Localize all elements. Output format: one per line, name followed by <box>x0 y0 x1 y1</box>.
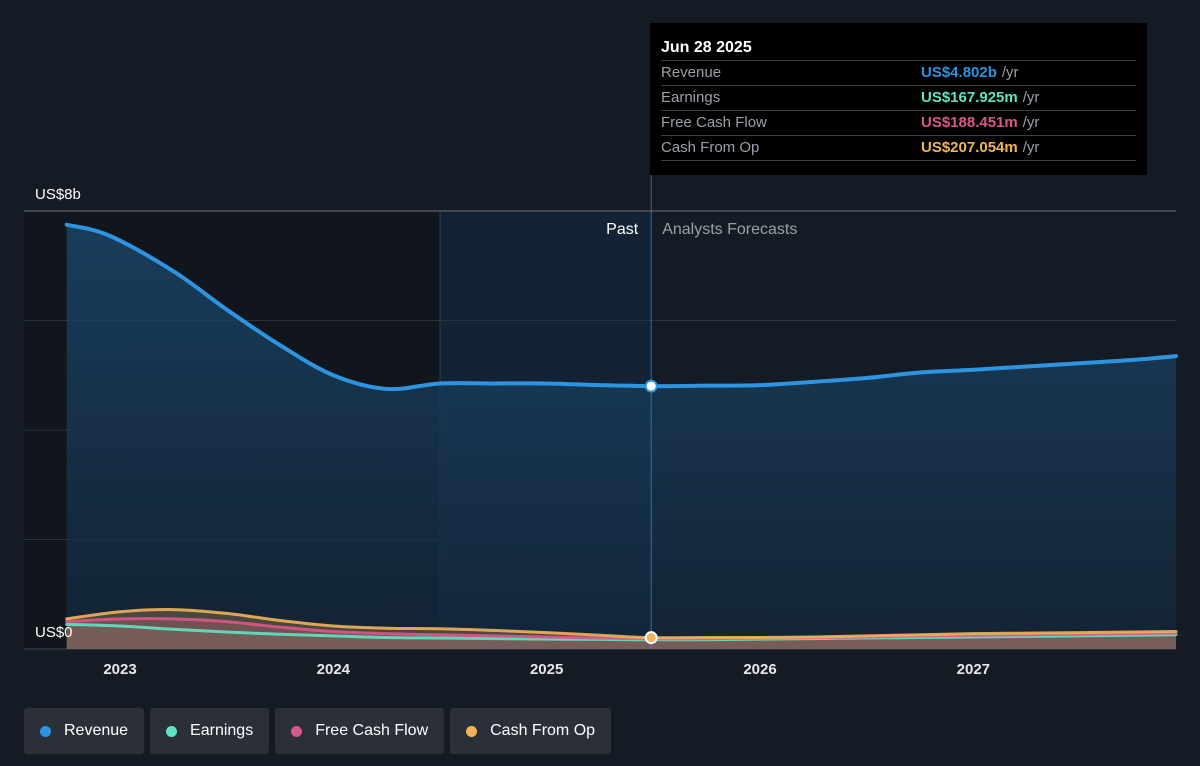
area-free-cash-flow <box>66 618 1176 649</box>
past-label: Past <box>606 221 639 238</box>
tooltip-row-earnings: Earnings US$167.925m /yr <box>661 86 1136 111</box>
tooltip-row-cash-from-op: Cash From Op US$207.054m /yr <box>661 136 1136 161</box>
legend-item-earnings[interactable]: Earnings <box>150 708 270 754</box>
legend-item-free-cash-flow[interactable]: Free Cash Flow <box>275 708 445 754</box>
chart-legend: Revenue Earnings Free Cash Flow Cash Fro… <box>24 708 612 754</box>
legend-item-cash-from-op[interactable]: Cash From Op <box>450 708 612 754</box>
x-tick-label: 2025 <box>530 661 563 678</box>
legend-label: Earnings <box>190 722 254 739</box>
tooltip-row-free-cash-flow: Free Cash Flow US$188.451m /yr <box>661 111 1136 136</box>
legend-dot-icon <box>166 725 178 737</box>
tooltip-unit: /yr <box>1022 139 1040 156</box>
hover-tooltip: Jun 28 2025 Revenue US$4.802b /yr Earnin… <box>650 23 1147 175</box>
line-cash-from-op <box>65 608 1178 640</box>
tooltip-value: US$167.925m <box>921 89 1018 106</box>
x-tick-label: 2027 <box>957 661 990 678</box>
tooltip-value: US$4.802b <box>921 64 997 81</box>
tooltip-value: US$207.054m <box>921 139 1018 156</box>
tooltip-value: US$188.451m <box>921 114 1018 131</box>
line-revenue <box>64 222 1178 392</box>
x-tick-label: 2026 <box>743 661 776 678</box>
line-free-cash-flow <box>65 617 1178 641</box>
area-earnings <box>66 624 1176 649</box>
tooltip-row-revenue: Revenue US$4.802b /yr <box>661 61 1136 86</box>
y-tick-label: US$0 <box>35 624 73 641</box>
legend-label: Cash From Op <box>490 722 596 739</box>
y-tick-label: US$8b <box>35 186 81 203</box>
tooltip-label: Cash From Op <box>661 139 760 156</box>
area-revenue <box>66 224 1176 649</box>
tooltip-label: Revenue <box>661 64 722 81</box>
cash-from-op-marker <box>644 631 658 645</box>
legend-dot-icon <box>291 725 303 737</box>
tooltip-label: Free Cash Flow <box>661 114 767 131</box>
x-tick-label: 2024 <box>317 661 351 678</box>
tooltip-unit: /yr <box>1001 64 1019 81</box>
revenue-marker <box>644 379 658 393</box>
legend-dot-icon <box>40 725 51 737</box>
tooltip-unit: /yr <box>1022 89 1040 106</box>
legend-dot-icon <box>466 725 478 737</box>
tooltip-label: Earnings <box>661 89 721 106</box>
x-tick-label: 2023 <box>103 661 136 678</box>
tooltip-unit: /yr <box>1022 114 1040 131</box>
tooltip-date: Jun 28 2025 <box>661 35 1136 61</box>
legend-label: Revenue <box>64 722 129 739</box>
legend-item-revenue[interactable]: Revenue <box>24 708 145 754</box>
legend-label: Free Cash Flow <box>315 722 429 739</box>
forecast-label: Analysts Forecasts <box>662 221 797 238</box>
